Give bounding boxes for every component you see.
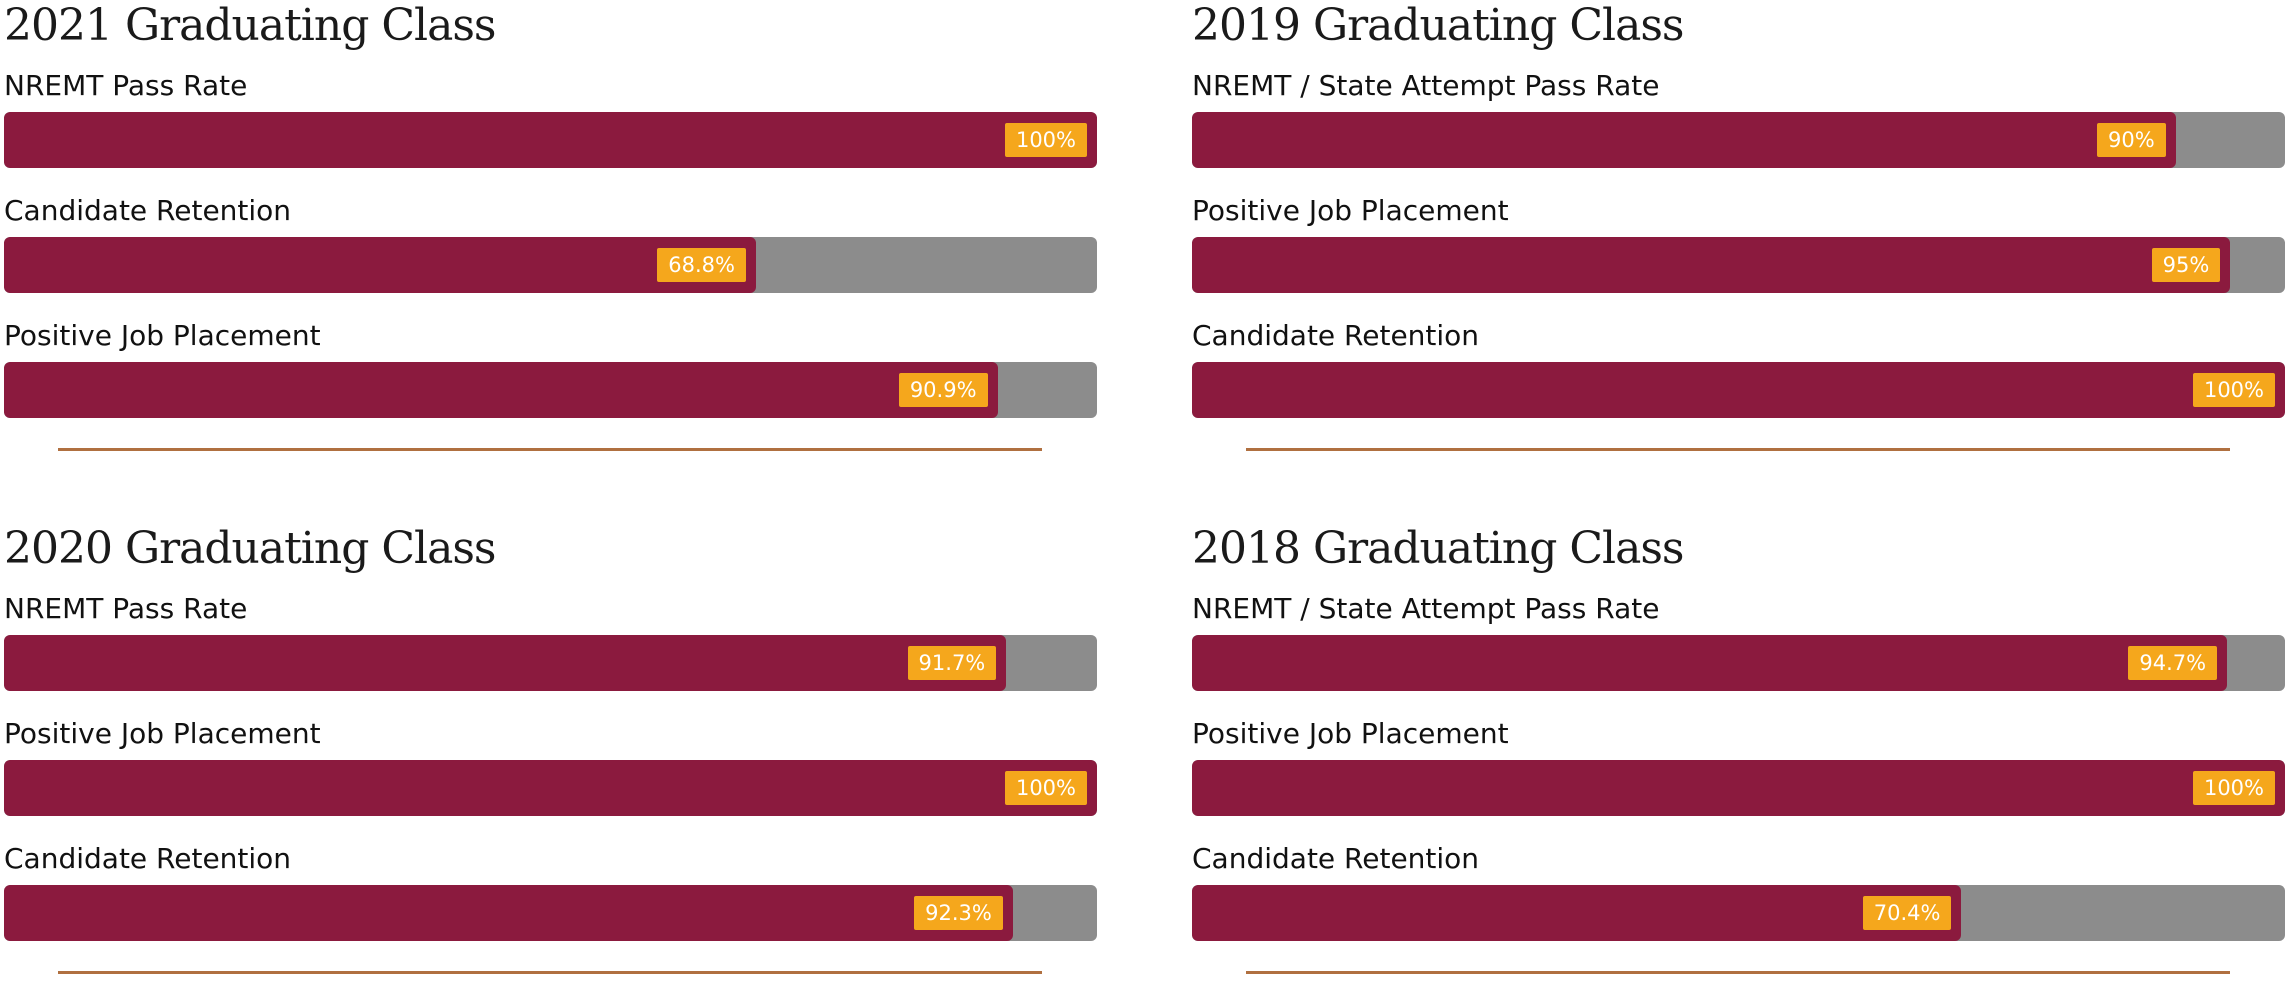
progress-bar-track: 70.4%: [1192, 885, 2285, 941]
stat-nremt-state-attempt-pass-rate: NREMT / State Attempt Pass Rate 90%: [1192, 52, 2285, 177]
percent-badge: 100%: [1004, 771, 1087, 805]
progress-bar-fill: 95%: [1192, 237, 2231, 293]
stat-label: Positive Job Placement: [4, 717, 321, 750]
stat-positive-job-placement: Positive Job Placement 100%: [1192, 700, 2285, 825]
stat-candidate-retention: Candidate Retention 70.4%: [1192, 825, 2285, 950]
progress-bar-fill: 91.7%: [4, 635, 1007, 691]
percent-badge: 68.8%: [657, 248, 746, 282]
progress-bar-track: 100%: [4, 112, 1097, 168]
stat-label: Positive Job Placement: [4, 319, 321, 352]
percent-badge: 100%: [1004, 123, 1087, 157]
stat-label: NREMT / State Attempt Pass Rate: [1192, 69, 1660, 102]
stat-label: Candidate Retention: [1192, 842, 1480, 875]
progress-bar-track: 100%: [1192, 760, 2285, 816]
stat-label: NREMT Pass Rate: [4, 592, 248, 625]
stat-candidate-retention: Candidate Retention 92.3%: [4, 825, 1097, 950]
progress-bar-fill: 90.9%: [4, 362, 998, 418]
percent-badge: 94.7%: [2128, 646, 2218, 680]
percent-badge: 92.3%: [914, 896, 1003, 930]
percent-badge: 70.4%: [1862, 896, 1952, 930]
progress-bar-track: 68.8%: [4, 237, 1097, 293]
progress-bar-track: 92.3%: [4, 885, 1097, 941]
class-title: 2019 Graduating Class: [1192, 0, 1685, 51]
class-title: 2020 Graduating Class: [4, 523, 497, 574]
class-title: 2021 Graduating Class: [4, 0, 497, 51]
stat-label: Positive Job Placement: [1192, 194, 1509, 227]
stat-nremt-pass-rate: NREMT Pass Rate 100%: [4, 52, 1097, 177]
section-divider: [58, 448, 1042, 451]
percent-badge: 90.9%: [898, 373, 988, 407]
stat-label: Positive Job Placement: [1192, 717, 1509, 750]
progress-bar-track: 100%: [1192, 362, 2285, 418]
progress-bar-fill: 100%: [4, 112, 1097, 168]
progress-bar-track: 90%: [1192, 112, 2285, 168]
stat-candidate-retention: Candidate Retention 68.8%: [4, 177, 1097, 302]
progress-bar-track: 95%: [1192, 237, 2285, 293]
section-divider: [1246, 971, 2230, 974]
stat-positive-job-placement: Positive Job Placement 90.9%: [4, 302, 1097, 427]
percent-badge: 100%: [2192, 771, 2275, 805]
progress-bar-track: 94.7%: [1192, 635, 2285, 691]
stat-positive-job-placement: Positive Job Placement 95%: [1192, 177, 2285, 302]
progress-bar-fill: 70.4%: [1192, 885, 1962, 941]
progress-bar-fill: 100%: [1192, 760, 2285, 816]
progress-bar-track: 91.7%: [4, 635, 1097, 691]
percent-badge: 91.7%: [907, 646, 997, 680]
percent-badge: 95%: [2151, 248, 2221, 282]
stat-label: Candidate Retention: [4, 194, 292, 227]
stat-candidate-retention: Candidate Retention 100%: [1192, 302, 2285, 427]
percent-badge: 90%: [2097, 123, 2166, 157]
progress-bar-fill: 94.7%: [1192, 635, 2228, 691]
progress-bar-fill: 92.3%: [4, 885, 1013, 941]
stat-nremt-pass-rate: NREMT Pass Rate 91.7%: [4, 575, 1097, 700]
class-panel-2019: 2019 Graduating Class NREMT / State Atte…: [1192, 0, 2285, 451]
stat-label: Candidate Retention: [4, 842, 292, 875]
stat-label: NREMT Pass Rate: [4, 69, 248, 102]
class-panel-2020: 2020 Graduating Class NREMT Pass Rate 91…: [4, 523, 1097, 974]
percent-badge: 100%: [2192, 373, 2275, 407]
section-divider: [1246, 448, 2230, 451]
stat-positive-job-placement: Positive Job Placement 100%: [4, 700, 1097, 825]
progress-bar-fill: 90%: [1192, 112, 2176, 168]
progress-bar-track: 90.9%: [4, 362, 1097, 418]
section-divider: [58, 971, 1042, 974]
class-panel-2018: 2018 Graduating Class NREMT / State Atte…: [1192, 523, 2285, 974]
progress-bar-fill: 100%: [4, 760, 1097, 816]
progress-bar-track: 100%: [4, 760, 1097, 816]
class-panel-2021: 2021 Graduating Class NREMT Pass Rate 10…: [4, 0, 1097, 451]
stat-nremt-state-attempt-pass-rate: NREMT / State Attempt Pass Rate 94.7%: [1192, 575, 2285, 700]
progress-bar-fill: 68.8%: [4, 237, 756, 293]
stat-label: Candidate Retention: [1192, 319, 1480, 352]
class-title: 2018 Graduating Class: [1192, 523, 1685, 574]
progress-bar-fill: 100%: [1192, 362, 2285, 418]
stat-label: NREMT / State Attempt Pass Rate: [1192, 592, 1660, 625]
